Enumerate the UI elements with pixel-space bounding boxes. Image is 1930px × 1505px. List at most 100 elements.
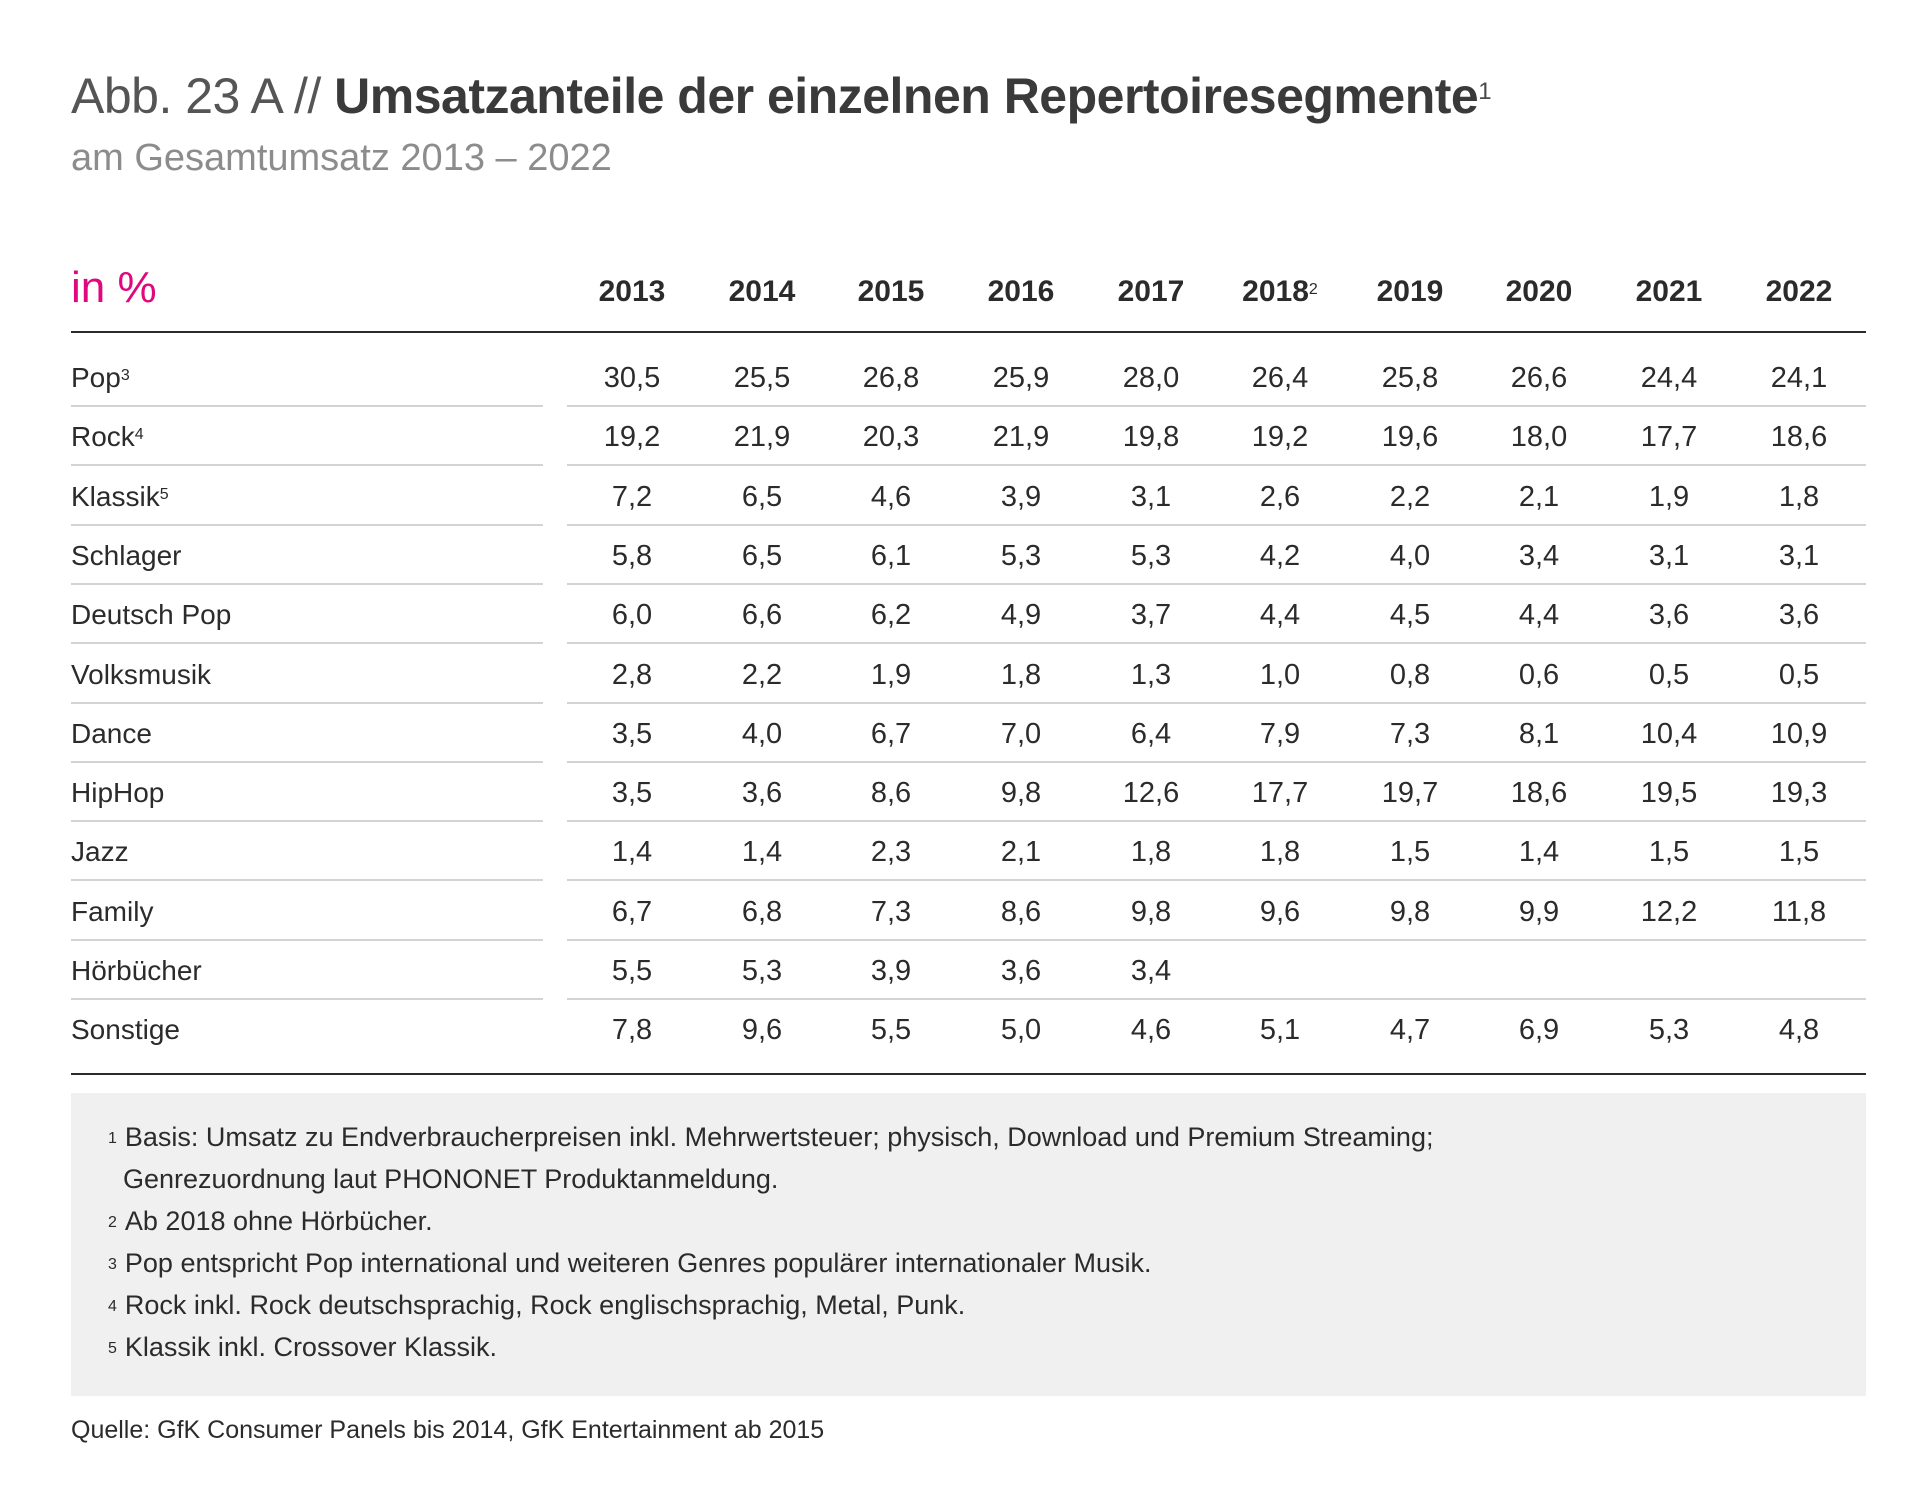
column-header-label: 2019 — [1376, 275, 1444, 308]
row-label-text: Rock — [71, 421, 135, 452]
table-cell: 5,0 — [1000, 1014, 1042, 1046]
table-cell: 9,9 — [1518, 896, 1560, 928]
table-cell: 8,6 — [870, 777, 912, 809]
table-cell: 5,8 — [611, 540, 653, 572]
footnote-1-continued: Genrezuordnung laut PHONONET Produktanme… — [123, 1162, 778, 1196]
table-cell: 6,1 — [870, 540, 912, 572]
table-cell: 19,2 — [603, 421, 661, 453]
row-label-text: Klassik — [71, 481, 160, 512]
table-cell: 3,6 — [1000, 955, 1042, 987]
table-cell: 4,8 — [1778, 1014, 1820, 1046]
footnote-4: 4 Rock inkl. Rock deutschsprachig, Rock e… — [108, 1288, 965, 1322]
footnote-mark: 4 — [108, 1298, 117, 1315]
row-divider-values — [567, 820, 1866, 822]
title-footnote-mark: 1 — [1478, 78, 1492, 105]
table-cell: 11,8 — [1771, 896, 1827, 928]
footnote-5: 5 Klassik inkl. Crossover Klassik. — [108, 1330, 497, 1364]
table-cell: 9,8 — [1000, 777, 1042, 809]
table-bottom-rule — [71, 1073, 1866, 1075]
table-cell: 10,4 — [1640, 718, 1698, 750]
figure-title: Abb. 23 A // Umsatzanteile der einzelnen… — [71, 66, 1492, 126]
row-divider-values — [567, 761, 1866, 763]
column-header-2015: 2015 — [831, 272, 951, 312]
column-header-label: 2020 — [1505, 275, 1573, 308]
table-cell: 7,3 — [1389, 718, 1431, 750]
table-cell: 1,4 — [1518, 836, 1560, 868]
column-header-2017: 2017 — [1091, 272, 1211, 312]
table-cell: 0,5 — [1778, 659, 1820, 691]
column-header-footnote-mark: 2 — [1308, 281, 1318, 298]
table-cell: 1,8 — [1778, 481, 1820, 513]
footnote-2: 2 Ab 2018 ohne Hörbücher. — [108, 1204, 433, 1238]
table-cell: 7,9 — [1259, 718, 1301, 750]
table-cell: 25,9 — [992, 362, 1050, 394]
column-header-label: 2015 — [857, 275, 925, 308]
table-cell: 2,2 — [741, 659, 783, 691]
table-cell: 3,9 — [870, 955, 912, 987]
table-cell: 1,8 — [1130, 836, 1172, 868]
table-cell: 5,3 — [1130, 540, 1172, 572]
table-cell: 19,2 — [1251, 421, 1309, 453]
row-divider-label — [71, 405, 543, 407]
row-divider-label — [71, 939, 543, 941]
column-header-label: 2017 — [1117, 275, 1185, 308]
table-cell: 25,8 — [1381, 362, 1439, 394]
table-cell: 1,8 — [1259, 836, 1301, 868]
table-cell: 0,6 — [1518, 659, 1560, 691]
column-header-2013: 2013 — [572, 272, 692, 312]
column-header-2020: 2020 — [1479, 272, 1599, 312]
table-cell: 3,9 — [1000, 481, 1042, 513]
table-cell: 19,3 — [1770, 777, 1828, 809]
table-cell: 18,0 — [1510, 421, 1568, 453]
row-divider-values — [567, 405, 1866, 407]
row-label-hiphop: HipHop — [71, 773, 164, 813]
table-cell: 20,3 — [862, 421, 920, 453]
column-header-2019: 2019 — [1350, 272, 1470, 312]
table-cell: 4,4 — [1518, 599, 1560, 631]
table-cell: 17,7 — [1251, 777, 1309, 809]
table-cell: 4,9 — [1000, 599, 1042, 631]
column-header-label: 2013 — [598, 275, 666, 308]
column-header-label: 2021 — [1635, 275, 1703, 308]
table-cell: 6,0 — [611, 599, 653, 631]
column-header-label: 2016 — [987, 275, 1055, 308]
table-cell: 3,4 — [1518, 540, 1560, 572]
table-cell: 24,4 — [1640, 362, 1698, 394]
table-cell: 6,5 — [741, 540, 783, 572]
table-cell: 1,4 — [611, 836, 653, 868]
row-label-footnote-mark: 5 — [159, 486, 169, 503]
table-cell: 2,1 — [1000, 836, 1042, 868]
table-cell: 3,1 — [1648, 540, 1690, 572]
row-divider-values — [567, 583, 1866, 585]
unit-label: in % — [71, 263, 157, 312]
table-cell: 3,6 — [741, 777, 783, 809]
table-cell: 9,8 — [1389, 896, 1431, 928]
row-divider-values — [567, 879, 1866, 881]
table-cell: 3,6 — [1648, 599, 1690, 631]
table-cell: 4,2 — [1259, 540, 1301, 572]
table-cell: 6,5 — [741, 481, 783, 513]
table-cell: 18,6 — [1770, 421, 1828, 453]
table-cell: 1,9 — [1648, 481, 1690, 513]
row-label-text: HipHop — [71, 777, 165, 808]
table-cell: 2,1 — [1518, 481, 1560, 513]
footnotes-box: 1 Basis: Umsatz zu Endverbraucherpreisen … — [71, 1093, 1866, 1396]
table-cell: 19,7 — [1381, 777, 1439, 809]
footnote-mark: 5 — [108, 1340, 117, 1357]
table-cell: 1,5 — [1778, 836, 1820, 868]
table-cell: 30,5 — [603, 362, 661, 394]
table-cell: 5,1 — [1259, 1014, 1301, 1046]
row-label-text: Jazz — [71, 836, 129, 867]
table-cell: 1,8 — [1000, 659, 1042, 691]
table-cell: 5,5 — [611, 955, 653, 987]
table-cell: 5,3 — [1000, 540, 1042, 572]
row-label-schlager: Schlager — [71, 536, 182, 576]
table-cell: 19,8 — [1122, 421, 1180, 453]
row-label-text: Volksmusik — [71, 659, 212, 690]
footnote-text: Klassik inkl. Crossover Klassik. — [124, 1332, 497, 1362]
header-rule — [71, 331, 1866, 333]
table-cell: 26,6 — [1510, 362, 1568, 394]
table-cell: 3,1 — [1778, 540, 1820, 572]
row-divider-values — [567, 702, 1866, 704]
table-cell: 2,6 — [1259, 481, 1301, 513]
